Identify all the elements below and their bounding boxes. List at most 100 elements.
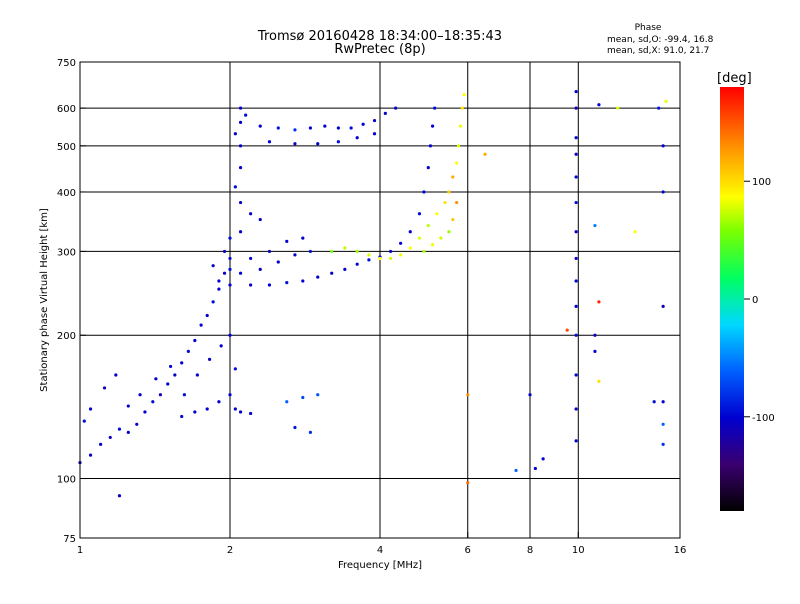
- data-point: [158, 393, 163, 397]
- data-point: [267, 249, 272, 254]
- data-point: [593, 349, 597, 353]
- data-point: [372, 132, 377, 136]
- y-tick-label: 100: [57, 475, 76, 486]
- data-point: [451, 217, 455, 222]
- data-point: [574, 373, 578, 377]
- data-point: [180, 414, 184, 419]
- data-point: [597, 103, 601, 107]
- data-point: [422, 249, 426, 254]
- data-point: [207, 357, 212, 361]
- data-point: [293, 425, 297, 430]
- y-tick-label: 300: [57, 247, 76, 258]
- colorbar-scale: [720, 87, 744, 511]
- data-point: [238, 106, 243, 110]
- data-point: [458, 124, 463, 128]
- y-tick-label: 200: [57, 331, 76, 342]
- data-point: [399, 253, 403, 257]
- data-point: [117, 494, 122, 498]
- data-point: [447, 190, 451, 194]
- x-axis-ticks: 1 2 4 6 8 10 16: [77, 532, 686, 556]
- data-point: [383, 111, 387, 115]
- data-point: [308, 249, 313, 254]
- colorbar-label: [deg]: [717, 71, 752, 86]
- data-point: [455, 200, 459, 205]
- data-point: [435, 212, 439, 216]
- data-point: [102, 386, 107, 390]
- data-point: [597, 300, 601, 304]
- data-point: [408, 246, 412, 250]
- colorbar-tick-label: 0: [752, 295, 758, 306]
- y-tick-label: 500: [57, 142, 76, 153]
- data-point: [233, 367, 237, 371]
- data-point: [466, 393, 470, 397]
- data-point: [135, 422, 139, 426]
- data-point: [228, 393, 232, 397]
- data-point: [205, 407, 209, 411]
- data-point: [293, 142, 297, 146]
- data-point: [528, 393, 532, 397]
- data-point: [258, 124, 262, 128]
- data-point: [447, 230, 451, 234]
- data-point: [574, 304, 578, 308]
- data-point: [661, 304, 665, 308]
- data-point: [652, 400, 656, 404]
- data-point: [323, 124, 327, 128]
- data-point: [82, 419, 86, 423]
- data-point: [388, 256, 393, 261]
- data-point: [462, 93, 466, 97]
- data-point: [574, 200, 578, 205]
- data-point: [574, 89, 578, 94]
- data-point: [285, 400, 289, 404]
- data-point: [483, 152, 487, 156]
- data-point: [533, 466, 537, 471]
- data-point: [456, 144, 461, 148]
- data-point: [249, 411, 253, 416]
- data-point: [574, 106, 578, 110]
- data-point: [228, 333, 232, 337]
- data-point: [616, 106, 620, 110]
- data-point: [143, 410, 147, 414]
- data-point: [301, 395, 305, 400]
- data-point: [308, 430, 313, 434]
- data-point: [336, 126, 340, 130]
- data-point: [233, 185, 237, 189]
- y-tick-label: 400: [57, 188, 76, 199]
- data-point: [541, 457, 545, 461]
- data-point: [574, 136, 578, 140]
- x-tick-label: 2: [227, 545, 233, 556]
- x-tick-label: 10: [572, 545, 585, 556]
- data-point: [267, 140, 272, 144]
- data-point: [238, 410, 243, 414]
- data-point: [466, 481, 470, 485]
- x-tick-label: 6: [465, 545, 471, 556]
- data-point: [186, 349, 190, 353]
- data-point: [199, 323, 203, 327]
- data-point: [574, 407, 578, 411]
- data-point: [126, 430, 130, 434]
- data-point: [593, 333, 597, 337]
- stats-line-x: mean, sd,X: 91.0, 21.7: [607, 46, 709, 56]
- data-point: [372, 118, 377, 123]
- data-point: [276, 260, 280, 264]
- data-point: [228, 236, 232, 240]
- data-point: [422, 190, 426, 194]
- data-point: [249, 212, 253, 216]
- data-point: [228, 256, 232, 261]
- data-point: [193, 410, 197, 414]
- data-point: [108, 435, 112, 440]
- data-point: [633, 230, 637, 234]
- data-point: [355, 136, 359, 140]
- data-point: [330, 249, 334, 254]
- data-point: [258, 217, 262, 222]
- data-point: [293, 253, 297, 257]
- data-point: [211, 300, 215, 304]
- data-point: [211, 264, 215, 268]
- data-point: [182, 393, 186, 397]
- x-tick-label: 4: [377, 545, 383, 556]
- data-point: [285, 239, 289, 243]
- data-point: [574, 279, 578, 283]
- data-point: [574, 175, 578, 179]
- x-tick-label: 1: [77, 545, 83, 556]
- data-point: [355, 249, 359, 254]
- data-point: [308, 126, 313, 130]
